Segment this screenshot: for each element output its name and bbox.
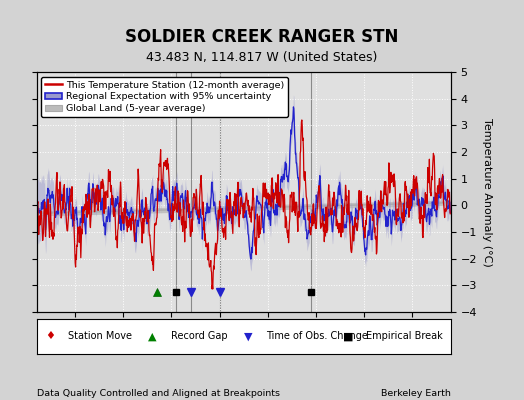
Text: Data Quality Controlled and Aligned at Breakpoints: Data Quality Controlled and Aligned at B…: [37, 389, 280, 398]
Text: ▲: ▲: [148, 331, 157, 341]
Text: Time of Obs. Change: Time of Obs. Change: [266, 331, 368, 341]
Text: Record Gap: Record Gap: [171, 331, 228, 341]
Text: ♦: ♦: [45, 331, 55, 341]
Text: Empirical Break: Empirical Break: [366, 331, 443, 341]
Text: SOLDIER CREEK RANGER STN: SOLDIER CREEK RANGER STN: [125, 28, 399, 46]
Text: Berkeley Earth: Berkeley Earth: [381, 389, 451, 398]
Legend: This Temperature Station (12-month average), Regional Expectation with 95% uncer: This Temperature Station (12-month avera…: [41, 77, 288, 117]
Text: ▼: ▼: [244, 331, 252, 341]
Text: Station Move: Station Move: [68, 331, 132, 341]
Y-axis label: Temperature Anomaly (°C): Temperature Anomaly (°C): [483, 118, 493, 266]
Text: 43.483 N, 114.817 W (United States): 43.483 N, 114.817 W (United States): [146, 51, 378, 64]
Text: ■: ■: [343, 331, 354, 341]
